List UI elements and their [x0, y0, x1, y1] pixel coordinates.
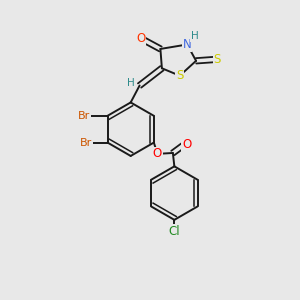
- Text: S: S: [213, 53, 220, 66]
- Text: Cl: Cl: [169, 225, 180, 238]
- Text: N: N: [183, 38, 191, 51]
- Text: S: S: [176, 69, 183, 82]
- Text: O: O: [136, 32, 146, 45]
- Text: Br: Br: [80, 138, 92, 148]
- Text: H: H: [127, 77, 135, 88]
- Text: Br: Br: [78, 111, 91, 121]
- Text: H: H: [191, 31, 199, 41]
- Text: O: O: [153, 147, 162, 161]
- Text: O: O: [182, 138, 191, 151]
